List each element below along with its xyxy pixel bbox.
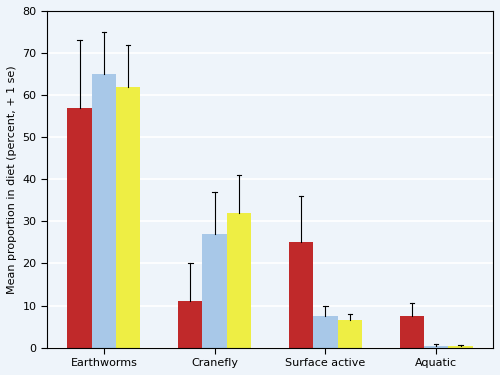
Bar [289, 242, 314, 348]
Bar [338, 320, 362, 348]
Bar [202, 234, 227, 348]
Bar [227, 213, 251, 348]
Bar [424, 345, 448, 348]
Bar [92, 74, 116, 348]
Bar [68, 108, 92, 348]
Y-axis label: Mean proportion in diet (percent, + 1 se): Mean proportion in diet (percent, + 1 se… [7, 65, 17, 294]
Bar [400, 316, 424, 348]
Bar [448, 345, 473, 348]
Bar [116, 87, 140, 348]
Bar [178, 302, 203, 348]
Bar [314, 316, 338, 348]
